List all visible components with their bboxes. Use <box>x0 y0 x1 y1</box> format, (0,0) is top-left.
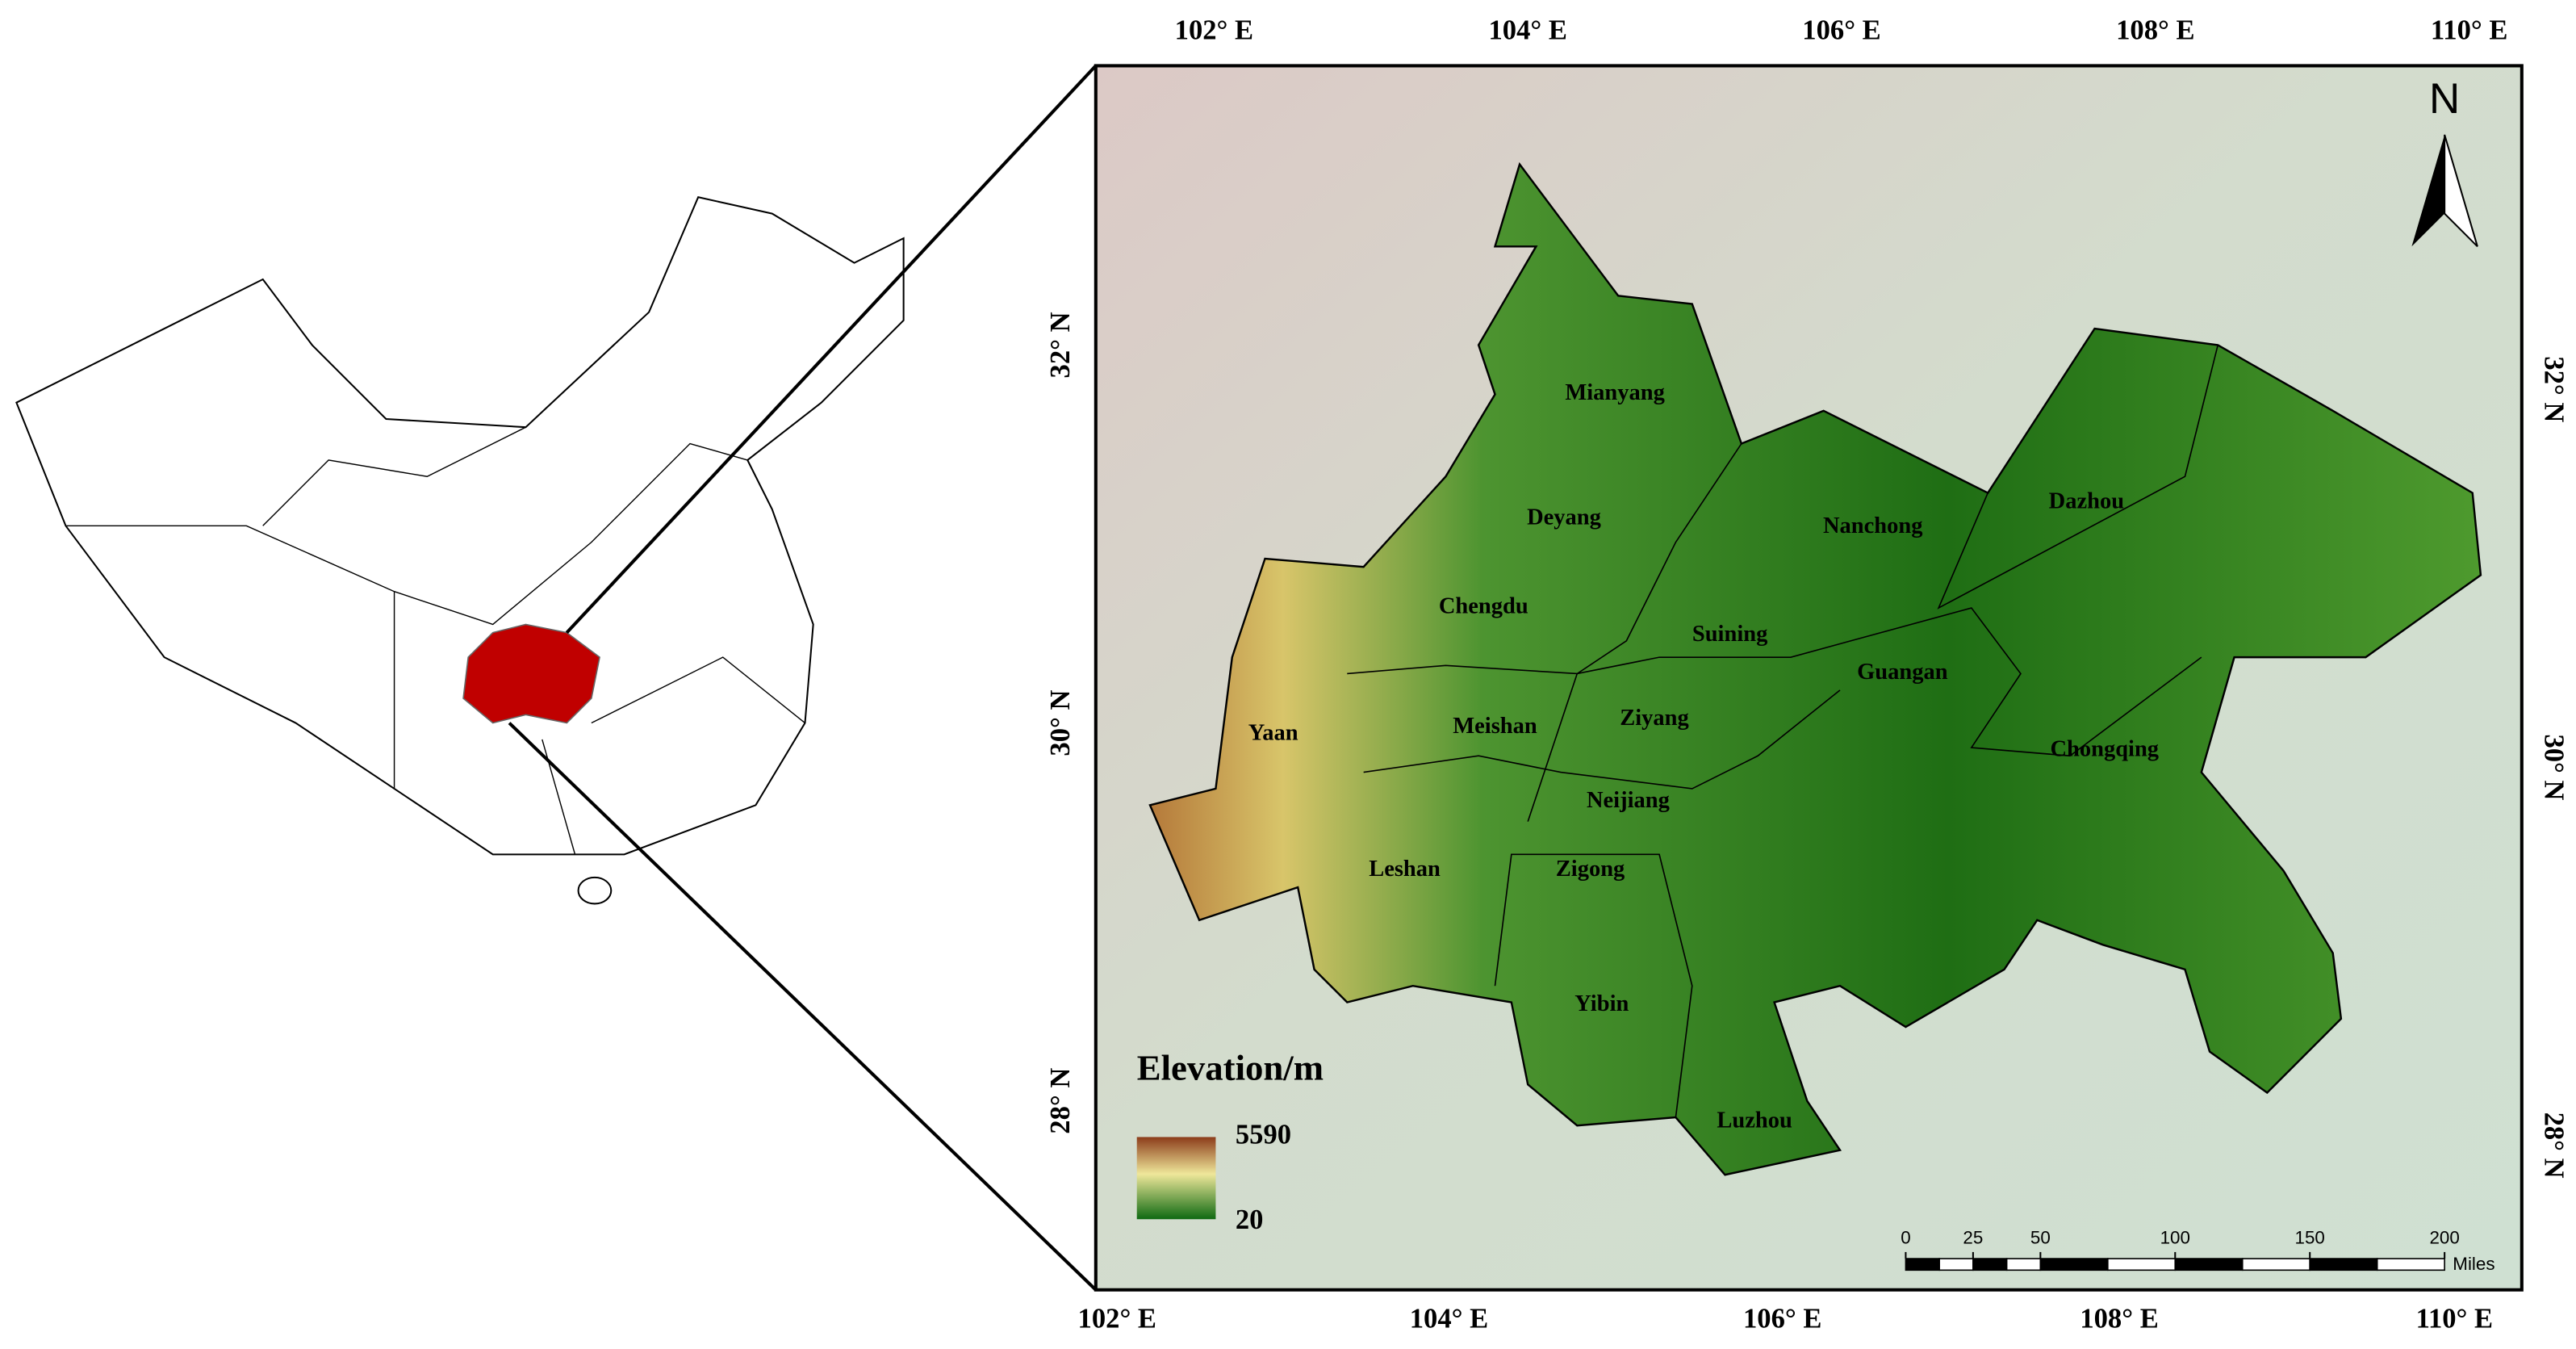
scale-unit: Miles <box>2453 1254 2494 1274</box>
right-axis-label: 32° N <box>2539 356 2570 422</box>
scale-label: 0 <box>1901 1228 1910 1248</box>
district-lines <box>1937 345 2219 610</box>
north-label: N <box>2429 75 2460 123</box>
scale-segment <box>2005 1258 2042 1271</box>
scale-label: 50 <box>2030 1228 2051 1248</box>
left-axis-label: 28° N <box>1045 1068 1076 1134</box>
province-lines <box>262 426 526 526</box>
city-label: Meishan <box>1453 714 1537 739</box>
city-label: Yibin <box>1574 991 1629 1016</box>
city-label: Zigong <box>1556 857 1625 882</box>
scale-segment <box>1905 1258 1940 1271</box>
city-label: Ziyang <box>1620 706 1688 731</box>
city-label: Neijiang <box>1587 788 1670 813</box>
legend-max: 5590 <box>1236 1119 1291 1150</box>
scale-segment <box>2376 1258 2445 1271</box>
district-lines <box>1494 853 1693 1118</box>
district-lines <box>1363 689 1841 790</box>
scale-label: 25 <box>1963 1228 1983 1248</box>
city-label: Dazhou <box>2049 488 2125 513</box>
bottom-axis-label: 110° E <box>2416 1303 2494 1334</box>
city-label: Leshan <box>1369 857 1441 882</box>
scale-segment <box>2309 1258 2378 1271</box>
right-axis-label: 30° N <box>2539 734 2570 800</box>
top-axis-label: 106° E <box>1802 15 1880 46</box>
district-lines <box>1347 607 2202 757</box>
top-axis-label: 104° E <box>1488 15 1566 46</box>
left-axis-label: 30° N <box>1045 690 1076 756</box>
city-label: Nanchong <box>1823 513 1922 538</box>
scale-label: 150 <box>2295 1228 2325 1248</box>
scale-segment <box>1938 1258 1974 1271</box>
zoom-line <box>565 65 1098 634</box>
zoom-line <box>508 722 1098 1292</box>
top-axis-label: 110° E <box>2431 15 2508 46</box>
city-label: Deyang <box>1527 505 1601 530</box>
right-axis-label: 28° N <box>2539 1112 2570 1179</box>
city-label: Guangan <box>1857 660 1948 685</box>
legend-ramp <box>1136 1137 1216 1220</box>
scale-segment <box>2174 1258 2244 1271</box>
city-label: Chengdu <box>1439 594 1528 619</box>
study-area <box>1148 161 2482 1176</box>
district-lines <box>1527 443 1742 822</box>
scale-label: 200 <box>2429 1228 2459 1248</box>
bottom-axis-label: 104° E <box>1410 1303 1488 1334</box>
north-arrow <box>2444 134 2478 248</box>
province-lines <box>591 656 805 724</box>
bottom-axis-label: 108° E <box>2080 1303 2158 1334</box>
scale-label: 100 <box>2160 1228 2190 1248</box>
city-label: Chongqing <box>2050 737 2159 762</box>
legend-title: Elevation/m <box>1137 1047 1324 1087</box>
legend-min: 20 <box>1236 1204 1264 1235</box>
scale-segment <box>2241 1258 2311 1271</box>
scale-segment <box>2107 1258 2177 1271</box>
scale-segment <box>1972 1258 2008 1271</box>
city-label: Luzhou <box>1717 1108 1792 1133</box>
left-axis-label: 32° N <box>1045 312 1076 378</box>
bottom-axis-label: 102° E <box>1078 1303 1156 1334</box>
city-label: Yaan <box>1248 720 1298 745</box>
study-area-inset <box>462 623 600 724</box>
top-axis-label: 108° E <box>2116 15 2194 46</box>
city-label: Mianyang <box>1565 380 1664 405</box>
hainan <box>577 876 613 905</box>
bottom-axis-label: 106° E <box>1743 1303 1821 1334</box>
scale-segment <box>2039 1258 2109 1271</box>
top-axis-label: 102° E <box>1175 15 1253 46</box>
city-label: Suining <box>1692 622 1767 647</box>
province-lines <box>65 442 748 626</box>
